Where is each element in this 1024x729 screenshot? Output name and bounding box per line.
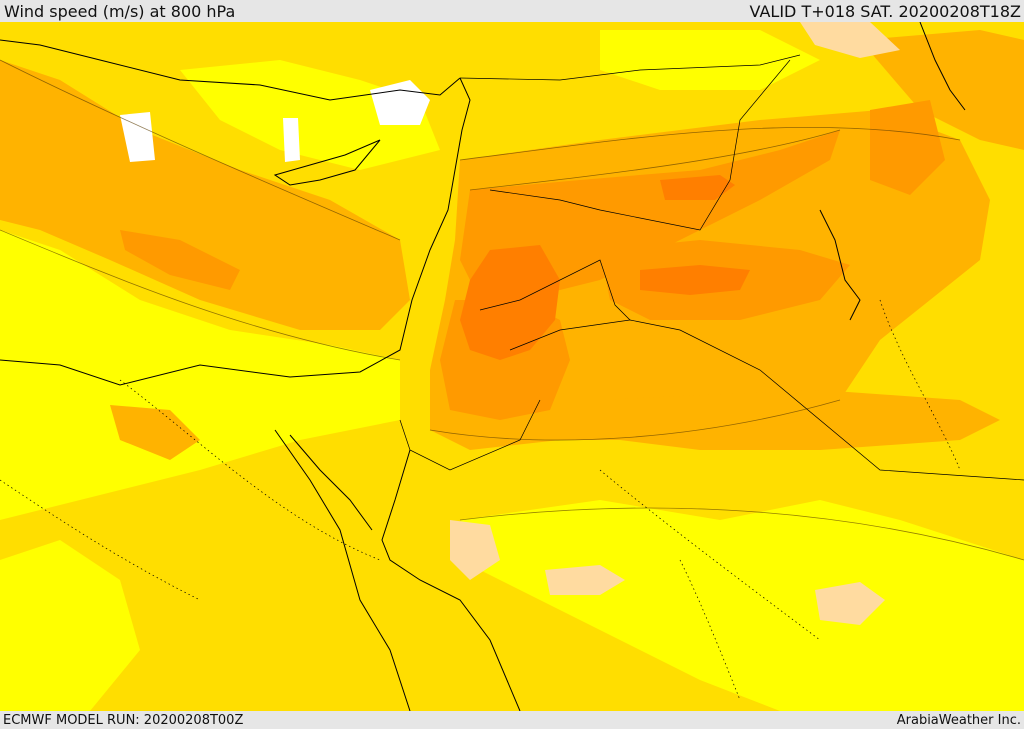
band-orange-far-east bbox=[860, 30, 1024, 150]
coastline-gulf-of-suez bbox=[289, 434, 373, 531]
band-calm-3 bbox=[815, 582, 885, 625]
border-saudi-iraq bbox=[629, 319, 1024, 481]
province-borders bbox=[0, 299, 961, 701]
border-syria-iraq bbox=[489, 59, 791, 231]
band-calm-4 bbox=[800, 22, 900, 58]
credit-label: ArabiaWeather Inc. bbox=[896, 712, 1021, 728]
header-bar: Wind speed (m/s) at 800 hPa VALID T+018 … bbox=[0, 0, 1024, 22]
border-jordan-saudi bbox=[479, 259, 631, 351]
band-orange-mid-northeast bbox=[870, 100, 945, 195]
band-orange-mid-central bbox=[460, 130, 840, 300]
border-turkey bbox=[459, 54, 801, 81]
coastlines bbox=[0, 22, 966, 711]
band-orange-mid-northwest bbox=[120, 230, 240, 290]
map-title: Wind speed (m/s) at 800 hPa bbox=[4, 1, 236, 21]
contour-lines bbox=[0, 59, 1024, 561]
model-run-label: ECMWF MODEL RUN: 20200208T00Z bbox=[3, 712, 244, 728]
band-light-southeast bbox=[460, 500, 1024, 711]
band-still-3 bbox=[283, 118, 300, 162]
coastline-cyprus bbox=[273, 139, 381, 186]
band-light-northeast bbox=[600, 30, 820, 90]
coastline-sinai-redsea bbox=[274, 429, 411, 711]
band-orange-dark-east bbox=[640, 265, 750, 295]
band-orange-northwest bbox=[0, 60, 410, 330]
band-calm-2 bbox=[545, 565, 625, 595]
band-orange-dark-north bbox=[660, 175, 735, 200]
coastline-north-mediterranean bbox=[0, 39, 461, 101]
coastline-levant-egypt bbox=[0, 77, 471, 386]
border-egypt-israel bbox=[399, 399, 541, 471]
wind-speed-map[interactable] bbox=[0, 22, 1024, 711]
valid-time-label: VALID T+018 SAT. 20200208T18Z bbox=[749, 1, 1021, 21]
political-borders bbox=[399, 54, 1024, 481]
band-orange-lower-west bbox=[110, 405, 200, 460]
wind-bands bbox=[0, 22, 1024, 711]
band-calm-1 bbox=[450, 520, 500, 580]
band-light-southwest bbox=[0, 540, 140, 711]
band-light-west bbox=[0, 230, 400, 520]
band-still-1 bbox=[370, 80, 430, 125]
band-still-2 bbox=[120, 112, 155, 162]
band-orange-east-streak bbox=[600, 390, 1000, 450]
coastline-caspian bbox=[919, 22, 966, 111]
coastline-persian-gulf bbox=[819, 209, 861, 321]
coastline-gulf-of-aqaba bbox=[381, 449, 521, 711]
footer-bar: ECMWF MODEL RUN: 20200208T00Z ArabiaWeat… bbox=[0, 711, 1024, 729]
